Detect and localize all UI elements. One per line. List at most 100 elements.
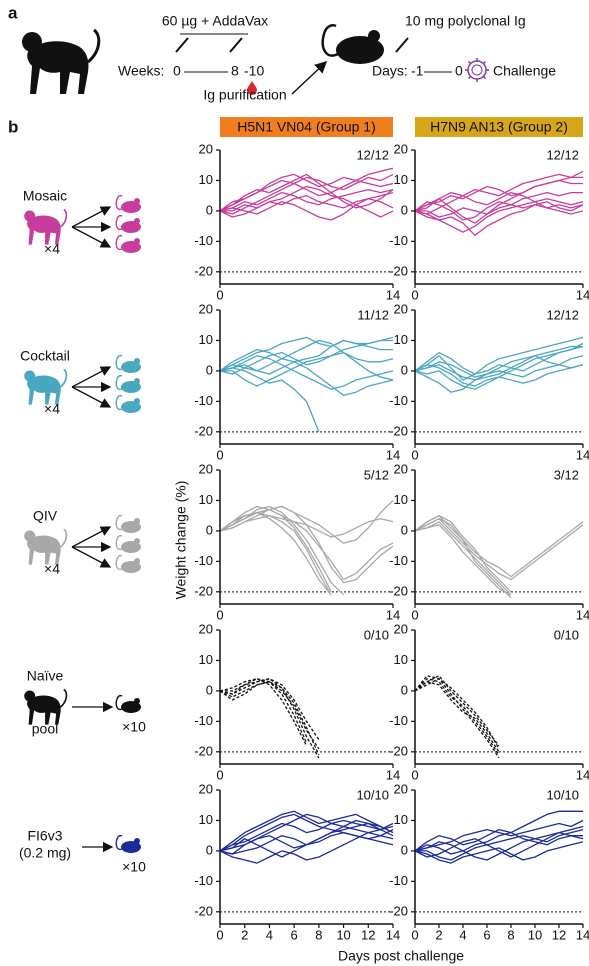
line-series [220,824,393,858]
monkey-head [24,691,35,702]
line-series [220,341,393,375]
y-tick-label: 20 [394,141,408,156]
y-tick-label: -20 [389,423,408,438]
survival-annotation: 0/10 [364,627,389,642]
y-tick-label: 0 [401,682,408,697]
y-tick-label: 10 [394,652,408,667]
line-series [220,513,393,537]
monkey-head [24,211,35,222]
x-tick-label: 12 [552,927,566,942]
y-tick-label: 0 [401,842,408,857]
line-series [415,519,583,580]
x-tick-label: 14 [576,767,589,782]
x-tick-label: 12 [361,927,375,942]
x-tick-label: 14 [576,287,589,302]
survival-annotation: 10/10 [356,787,389,802]
line-series [220,679,307,746]
mouse-ear [134,198,140,204]
y-tick-label: 10 [199,812,213,827]
y-tick-label: 10 [199,652,213,667]
y-tick-label: 10 [199,172,213,187]
survival-annotation: 12/12 [356,147,389,162]
y-tick-label: -10 [389,393,408,408]
y-tick-label: 0 [401,362,408,377]
y-axis-label: Weight change (%) [173,481,189,600]
week-tick: 8 [231,63,239,79]
x-tick-label: 6 [483,927,490,942]
monkey-icon [22,30,99,94]
y-tick-label: -10 [389,713,408,728]
line-series [220,516,331,595]
days-label: Days: [372,63,408,79]
monkey-head [24,371,35,382]
x-tick-label: 14 [386,607,400,622]
row-count: ×4 [44,241,60,257]
mouse-icon [116,236,141,253]
y-tick-label: -20 [389,903,408,918]
challenge-label: Challenge [493,63,556,79]
virus-icon [465,58,489,82]
x-tick-label: 0 [411,927,418,942]
y-tick-label: 10 [199,492,213,507]
mouse-ear [134,698,140,704]
row-label: Mosaic [23,188,67,204]
y-tick-label: 20 [199,301,213,316]
mouse-ear [134,518,140,524]
day-tick: 0 [455,63,463,79]
y-tick-label: 20 [199,621,213,636]
survival-annotation: 5/12 [364,467,389,482]
y-tick-label: -20 [194,903,213,918]
panel-label: b [8,117,18,136]
y-tick-label: -20 [389,743,408,758]
arrow [72,207,110,227]
arrow [72,527,110,547]
arrow [72,547,110,567]
survival-annotation: 0/10 [554,627,579,642]
mouse-icon [116,696,141,713]
y-tick-label: -10 [389,233,408,248]
x-tick-label: 0 [216,767,223,782]
line-series [415,682,499,752]
x-tick-label: 0 [216,607,223,622]
week-tick: -10 [244,63,264,79]
y-tick-label: 20 [199,461,213,476]
x-tick-label: 2 [241,927,248,942]
row-count: ×4 [44,561,60,577]
panel-label: a [8,3,18,22]
monkey-icon [24,209,66,244]
arrow [72,387,110,407]
line-series [220,368,319,432]
y-tick-label: 10 [199,332,213,347]
y-tick-label: 20 [199,141,213,156]
immunization-label: 60 µg + AddaVax [162,13,268,29]
y-tick-label: 0 [206,682,213,697]
monkey-icon [24,369,66,404]
mouse-icon [116,396,141,413]
mouse-icon [116,376,141,393]
y-tick-label: 10 [394,172,408,187]
x-axis-label: Days post challenge [338,948,464,964]
x-tick-label: 2 [435,927,442,942]
y-tick-label: 20 [394,781,408,796]
syringe [396,38,408,52]
survival-annotation: 11/12 [357,307,389,322]
mouse-ear [134,238,140,244]
row-label: Cocktail [20,348,70,364]
x-tick-label: 0 [216,287,223,302]
line-series [415,827,583,861]
x-tick-label: 14 [386,287,400,302]
line-series [415,679,499,755]
y-tick-label: -20 [194,263,213,278]
mouse-ear [134,398,140,404]
y-tick-label: 0 [206,842,213,857]
mouse-icon [116,836,141,853]
line-series [220,679,319,749]
y-tick-label: 0 [401,202,408,217]
row-label: Naïve [27,668,64,684]
mouse-icon [116,516,141,533]
monkey-tail [61,369,67,387]
row-count: ×4 [44,401,60,417]
line-series [415,516,583,577]
week-tick: 0 [173,63,181,79]
x-tick-label: 4 [266,927,273,942]
